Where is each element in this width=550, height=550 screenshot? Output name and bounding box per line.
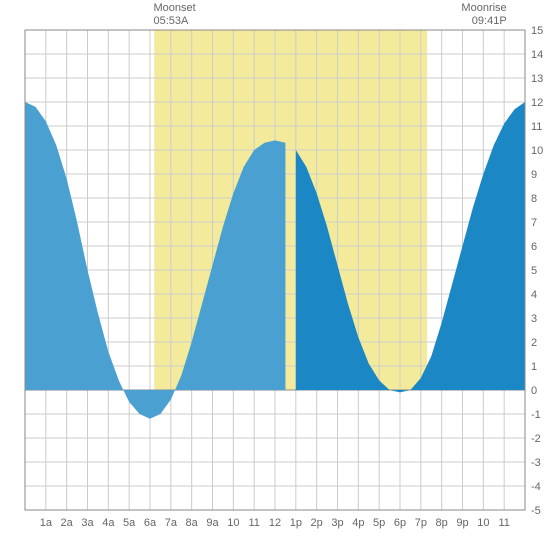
moonrise-time: 09:41P: [461, 15, 506, 28]
svg-text:7p: 7p: [415, 517, 427, 529]
svg-text:-4: -4: [531, 481, 541, 493]
svg-text:2: 2: [531, 337, 537, 349]
svg-text:3a: 3a: [81, 517, 94, 529]
chart-svg: -5-4-3-2-101234567891011121314151a2a3a4a…: [0, 0, 550, 550]
svg-text:13: 13: [531, 73, 543, 85]
svg-text:4a: 4a: [102, 517, 115, 529]
svg-text:3p: 3p: [331, 517, 343, 529]
svg-text:5a: 5a: [123, 517, 136, 529]
svg-text:-5: -5: [531, 505, 541, 517]
svg-text:10: 10: [227, 517, 239, 529]
svg-text:11: 11: [248, 517, 259, 529]
moonrise-title: Moonrise: [461, 2, 506, 15]
svg-text:9p: 9p: [456, 517, 468, 529]
svg-text:6p: 6p: [394, 517, 406, 529]
svg-text:6: 6: [531, 241, 537, 253]
svg-text:7a: 7a: [165, 517, 178, 529]
svg-text:12: 12: [269, 517, 281, 529]
svg-text:9: 9: [531, 169, 537, 181]
svg-text:11: 11: [498, 517, 509, 529]
svg-text:11: 11: [531, 121, 542, 133]
moonrise-label: Moonrise 09:41P: [461, 2, 506, 28]
svg-text:6a: 6a: [144, 517, 157, 529]
svg-text:8: 8: [531, 193, 537, 205]
svg-text:-3: -3: [531, 457, 541, 469]
svg-text:10: 10: [531, 145, 543, 157]
svg-text:8a: 8a: [186, 517, 199, 529]
moonset-time: 05:53A: [154, 15, 196, 28]
svg-text:5: 5: [531, 265, 537, 277]
svg-text:5p: 5p: [373, 517, 385, 529]
svg-text:14: 14: [531, 49, 543, 61]
moonset-title: Moonset: [154, 2, 196, 15]
svg-text:12: 12: [531, 97, 543, 109]
svg-text:-1: -1: [531, 409, 541, 421]
moonset-label: Moonset 05:53A: [154, 2, 196, 28]
svg-text:1p: 1p: [290, 517, 302, 529]
svg-text:2p: 2p: [311, 517, 323, 529]
svg-text:1a: 1a: [40, 517, 53, 529]
svg-text:0: 0: [531, 385, 537, 397]
tide-chart: Moonset 05:53A Moonrise 09:41P -5 -4 -3 -2 -…: [0, 0, 550, 550]
svg-text:-2: -2: [531, 433, 541, 445]
svg-text:4p: 4p: [352, 517, 364, 529]
svg-text:1: 1: [531, 361, 537, 373]
svg-text:8p: 8p: [436, 517, 448, 529]
svg-text:3: 3: [531, 313, 537, 325]
svg-text:10: 10: [477, 517, 489, 529]
svg-text:7: 7: [531, 217, 537, 229]
svg-text:4: 4: [531, 289, 537, 301]
svg-text:15: 15: [531, 25, 543, 37]
svg-text:9a: 9a: [206, 517, 219, 529]
svg-text:2a: 2a: [61, 517, 74, 529]
